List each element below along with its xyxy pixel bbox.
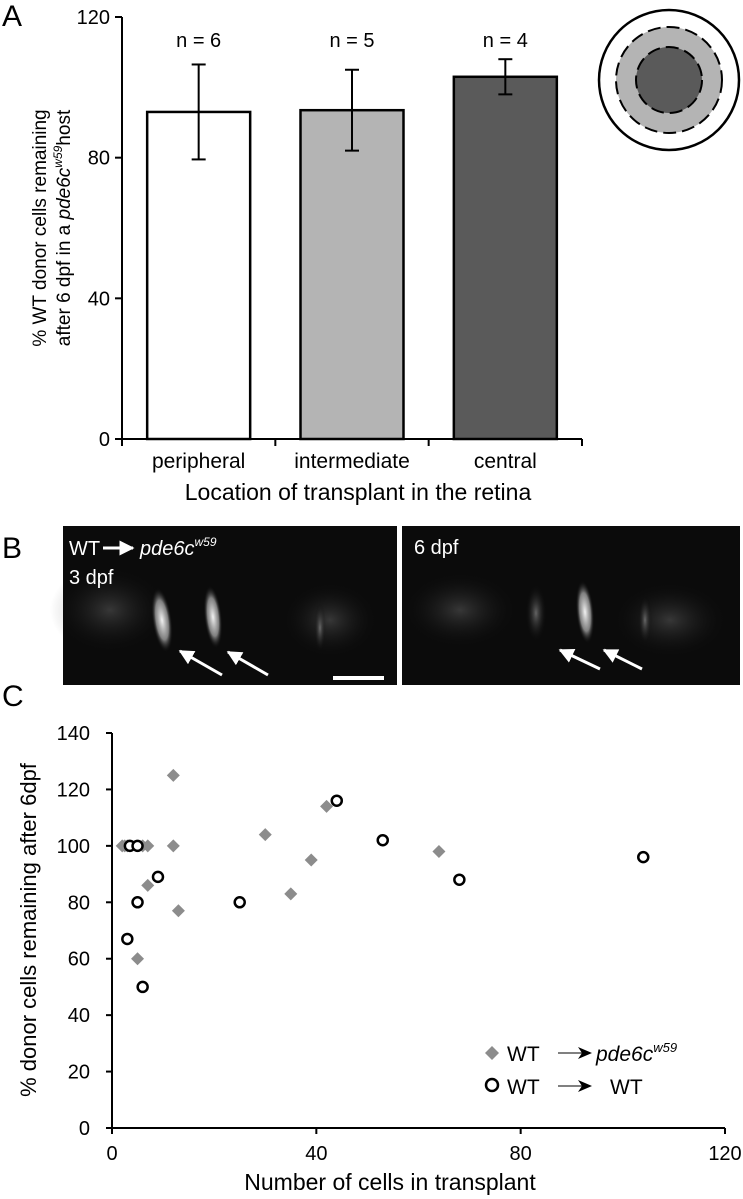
category-label-peripheral: peripheral — [152, 450, 245, 473]
point-diamond — [141, 839, 155, 853]
points — [115, 768, 650, 994]
y-tick-labels: 0 20 40 60 80 100 120 140 — [57, 723, 90, 1140]
point-diamond — [304, 853, 318, 867]
y-tick-label: 60 — [68, 949, 90, 971]
y-tick-label: 0 — [79, 1118, 90, 1140]
x-tick-label: 0 — [106, 1143, 117, 1165]
y-axis-title: % donor cells remaining after 6dpf — [16, 762, 41, 1097]
x-axis-title: Location of transplant in the retina — [185, 479, 532, 505]
point-diamond — [258, 828, 272, 842]
point-circle — [136, 980, 149, 994]
legend-arrowhead-2 — [578, 1080, 592, 1092]
y-tick-label: 0 — [99, 429, 110, 451]
y-tick-labels: 0 40 80 120 — [77, 7, 110, 451]
x-axis-title: Number of cells in transplant — [244, 1169, 536, 1195]
y-axis-title-line2: after 6 dpf in a pde6cw59host — [51, 109, 75, 346]
point-circle — [637, 850, 650, 864]
point-diamond — [320, 799, 334, 813]
y-tick-label: 120 — [77, 7, 110, 29]
y-tick-label: 80 — [88, 148, 110, 170]
ticks — [106, 732, 726, 1134]
y-ticks — [115, 16, 122, 440]
category-label-intermediate: intermediate — [294, 450, 410, 473]
point-diamond — [131, 952, 145, 966]
point-circle — [453, 873, 466, 886]
retina-schematic-icon — [597, 8, 741, 152]
point-diamond — [141, 878, 155, 892]
point-diamond — [171, 904, 185, 918]
x-ticks — [121, 439, 583, 446]
y-tick-label: 20 — [68, 1062, 90, 1084]
n-label-intermediate: n = 5 — [329, 30, 374, 52]
point-diamond — [166, 839, 180, 853]
point-diamond — [284, 887, 298, 901]
arrow-right-1 — [558, 648, 601, 671]
point-circle — [131, 839, 144, 853]
legend-arrowhead-1 — [578, 1047, 592, 1059]
micrograph-right-time: 6 dpf — [414, 537, 459, 559]
point-circle — [131, 896, 144, 909]
scatter-chart: 0 20 40 60 80 100 120 140 0 40 80 120 Number of ce… — [16, 723, 742, 1195]
y-tick-label: 100 — [57, 836, 90, 858]
point-circle — [330, 794, 344, 807]
x-tick-labels: 0 40 80 120 — [106, 1143, 741, 1165]
arrow-right-2 — [602, 648, 643, 671]
x-tick-label: 120 — [708, 1143, 741, 1165]
category-labels: peripheral intermediate central — [152, 450, 537, 473]
y-tick-label: 40 — [88, 288, 110, 310]
y-tick-label: 80 — [68, 892, 90, 914]
legend-series-2: WT WT — [507, 1076, 643, 1099]
bar-intermediate — [299, 108, 405, 441]
legend-diamond-marker — [485, 1046, 499, 1060]
arrow-left-1 — [178, 649, 223, 677]
point-circle — [233, 896, 246, 909]
y-axis-title-line1: % WT donor cells remaining — [30, 109, 51, 346]
x-tick-label: 40 — [305, 1143, 327, 1165]
point-circle — [121, 932, 134, 946]
y-axis-title: % WT donor cells remaining after 6 dpf i… — [30, 109, 75, 347]
micrograph-right: 6 dpf — [400, 526, 740, 685]
n-annotations: n = 6 n = 5 n = 4 — [176, 30, 528, 52]
point-circle — [376, 833, 389, 847]
micrograph-left-label: WT pde6cw59 — [69, 535, 217, 560]
legend: WT pde6cw59 WT WT — [484, 1040, 677, 1099]
point-diamond — [166, 768, 180, 782]
n-label-central: n = 4 — [483, 30, 528, 52]
y-tick-label: 40 — [68, 1005, 90, 1027]
point-diamond — [432, 845, 446, 858]
bar-central — [452, 75, 559, 441]
micrograph-left: WT pde6cw59 3 dpf — [50, 526, 397, 685]
bar-chart: 0 40 80 120 n = 6 n = 5 n = 4 peripheral inter… — [30, 7, 741, 505]
y-tick-label: 120 — [57, 779, 90, 801]
legend-series-1: WT pde6cw59 — [507, 1040, 677, 1066]
x-tick-label: 80 — [510, 1143, 532, 1165]
bar-peripheral — [145, 110, 252, 441]
legend-circle-marker — [484, 1077, 500, 1093]
point-circle — [151, 870, 165, 884]
micrograph-left-time: 3 dpf — [69, 567, 114, 589]
category-label-central: central — [474, 450, 537, 473]
n-label-peripheral: n = 6 — [176, 30, 221, 52]
panel-c-letter: C — [2, 680, 24, 713]
panel-a-letter: A — [2, 0, 22, 33]
y-tick-label: 140 — [57, 723, 90, 745]
panel-b-letter: B — [2, 532, 22, 565]
error-bars — [191, 58, 513, 161]
arrow-left-2 — [226, 650, 269, 677]
